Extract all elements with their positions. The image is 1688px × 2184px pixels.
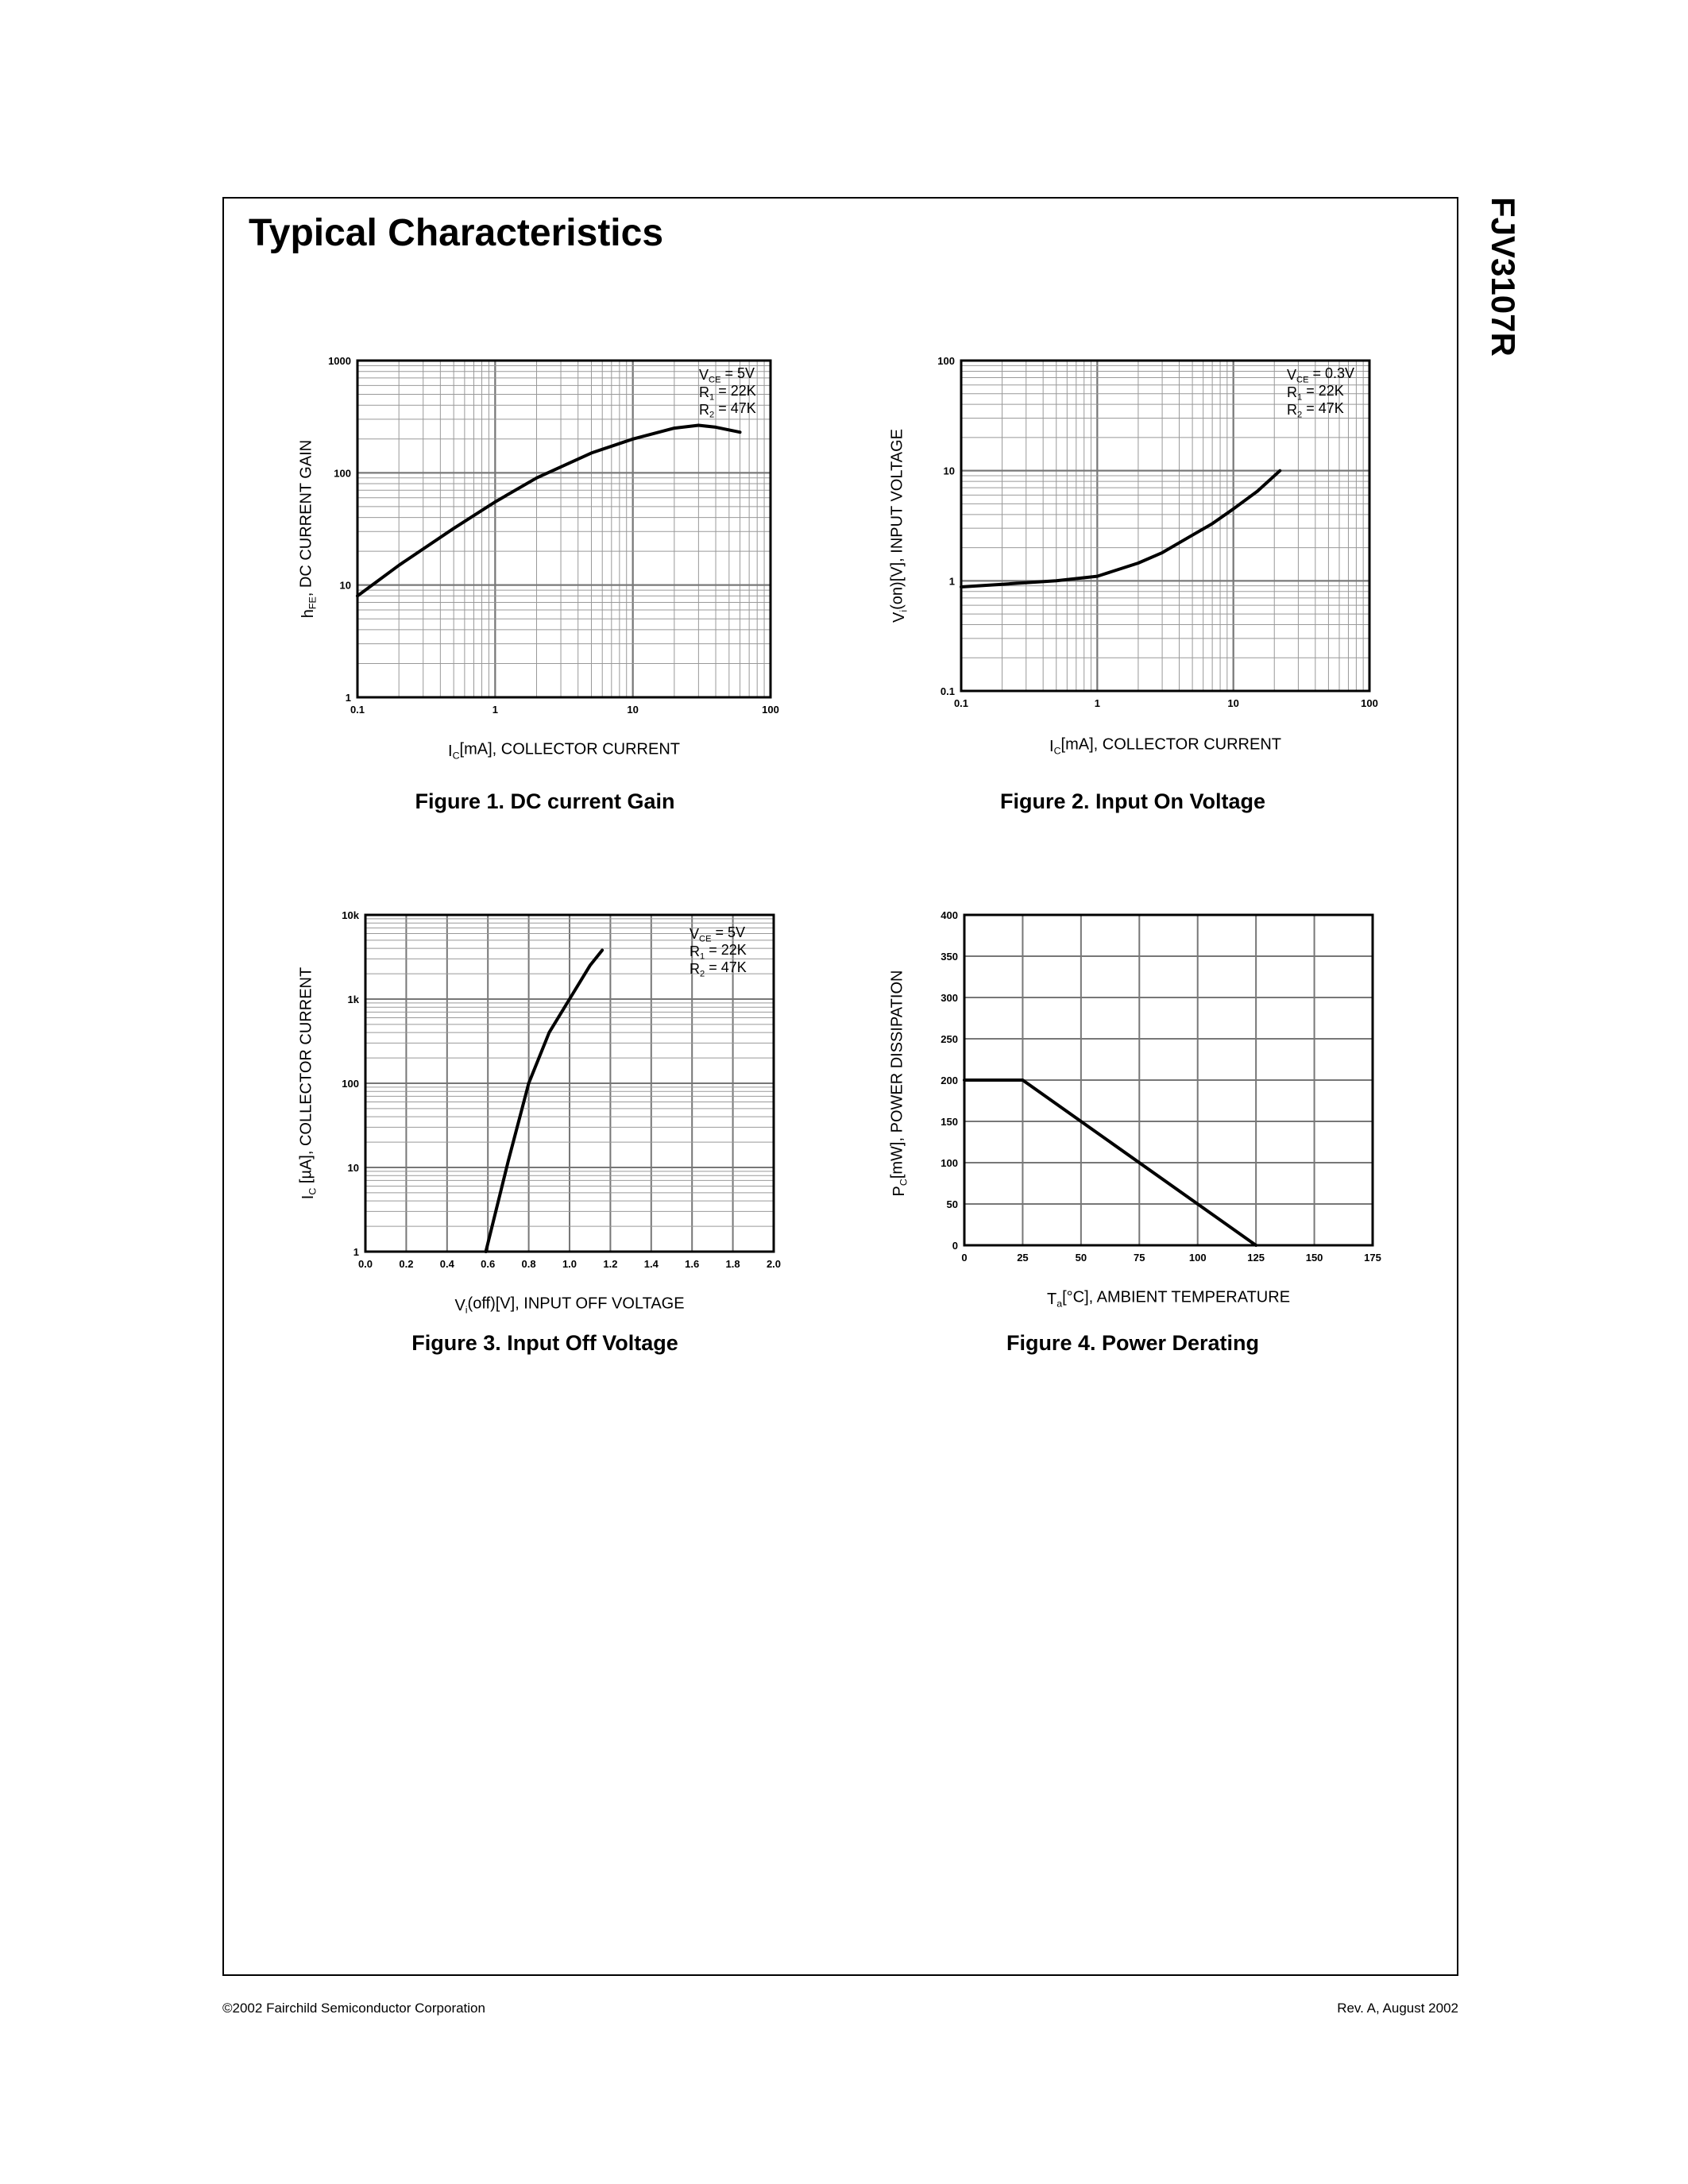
x-tick-label: 0.2 [399, 1258, 413, 1270]
condition-label: R2 = 47K [689, 959, 747, 978]
x-tick-label: 1 [1095, 697, 1100, 709]
page-frame [222, 197, 1458, 1976]
chart-input-on-voltage: 0.1 1 10 100 0.1 1 10 100 IC[mA], COLLECTOR CURR… [889, 355, 1378, 757]
x-tick-label: 1.4 [644, 1258, 659, 1270]
x-tick-label: 25 [1017, 1252, 1028, 1264]
y-tick-label: 100 [941, 1157, 958, 1169]
y-tick-label: 50 [947, 1198, 958, 1210]
data-curve [960, 469, 1282, 588]
y-tick-label: 300 [941, 992, 958, 1004]
y-axis-label: hFE, DC CURRENT GAIN [298, 440, 319, 618]
chart-input-off-voltage: 0.0 0.2 0.4 0.6 0.8 1.0 1.2 1.4 1.6 1.8 2.0 1 10 100 1… [298, 909, 781, 1316]
plot-frame [356, 359, 772, 699]
y-tick-label: 1000 [328, 355, 351, 367]
x-tick-label: 1 [492, 704, 498, 716]
x-tick-label: 75 [1134, 1252, 1145, 1264]
x-tick-label: 1.0 [562, 1258, 577, 1270]
condition-label: R2 = 47K [1287, 400, 1344, 419]
x-axis-label: Ta[°C], AMBIENT TEMPERATURE [1047, 1289, 1290, 1310]
condition-label: R1 = 22K [689, 942, 747, 961]
condition-label: VCE = 5V [689, 924, 745, 943]
plot-frame [960, 359, 1371, 693]
x-tick-label: 0.4 [440, 1258, 455, 1270]
x-tick-label: 50 [1076, 1252, 1087, 1264]
data-curve [484, 948, 605, 1253]
y-tick-label: 350 [941, 951, 958, 963]
figure-3-caption: Figure 3. Input Off Voltage [411, 1331, 678, 1355]
plot-area [357, 361, 771, 697]
y-axis-label: PC[mW], POWER DISSIPATION [889, 970, 910, 1197]
condition-label: R1 = 22K [699, 383, 756, 402]
y-axis-label: Vi(on)[V], INPUT VOLTAGE [889, 429, 910, 623]
page-title: Typical Characteristics [249, 212, 664, 254]
x-tick-label: 0 [961, 1252, 967, 1264]
y-tick-label: 1 [353, 1246, 359, 1258]
y-tick-label: 10 [944, 465, 955, 477]
x-tick-label: 1.6 [685, 1258, 699, 1270]
x-tick-label: 0.8 [522, 1258, 536, 1270]
x-axis-label: Vi(off)[V], INPUT OFF VOLTAGE [454, 1295, 684, 1316]
y-tick-label: 100 [334, 467, 351, 479]
y-tick-label: 0.1 [941, 685, 955, 697]
x-tick-label: 100 [1189, 1252, 1207, 1264]
chart-power-derating: 0 25 50 75 100 125 150 175 0 50 100 150 200 250 300 350… [889, 909, 1381, 1310]
x-tick-label: 1.8 [726, 1258, 740, 1270]
condition-label: R2 = 47K [699, 400, 756, 419]
plot-area [961, 361, 1369, 691]
y-tick-label: 400 [941, 909, 958, 921]
y-tick-label: 150 [941, 1116, 958, 1128]
part-number-side-tab: FJV3107R [1479, 197, 1527, 388]
x-tick-label: 0.1 [350, 704, 365, 716]
y-tick-label: 0 [952, 1240, 958, 1252]
x-tick-label: 100 [762, 704, 779, 716]
x-tick-label: 2.0 [767, 1258, 781, 1270]
x-tick-label: 125 [1247, 1252, 1265, 1264]
x-tick-label: 175 [1364, 1252, 1381, 1264]
footer-copyright: ©2002 Fairchild Semiconductor Corporatio… [222, 2001, 485, 2016]
y-tick-label: 10 [340, 580, 351, 592]
footer-revision: Rev. A, August 2002 [1337, 2001, 1458, 2016]
condition-label: VCE = 5V [699, 365, 755, 384]
figure-1-caption: Figure 1. DC current Gain [415, 789, 675, 813]
x-axis-label: IC[mA], COLLECTOR CURRENT [448, 741, 680, 762]
plot-frame [963, 913, 1374, 1247]
figure-4-caption: Figure 4. Power Derating [1006, 1331, 1260, 1355]
condition-label: R1 = 22K [1287, 383, 1344, 402]
part-number: FJV3107R [1485, 197, 1522, 357]
plot-frame [364, 913, 775, 1253]
y-tick-label: 1 [346, 692, 351, 704]
condition-label: VCE = 0.3V [1287, 365, 1354, 384]
figure-2-caption: Figure 2. Input On Voltage [999, 789, 1265, 813]
x-tick-label: 100 [1361, 697, 1378, 709]
y-tick-label: 250 [941, 1033, 958, 1045]
y-tick-label: 10k [342, 909, 359, 921]
x-tick-label: 10 [627, 704, 638, 716]
x-tick-label: 150 [1306, 1252, 1323, 1264]
y-tick-label: 100 [937, 355, 955, 367]
x-tick-label: 0.0 [358, 1258, 373, 1270]
y-tick-label: 10 [348, 1162, 359, 1174]
x-tick-label: 0.6 [481, 1258, 495, 1270]
x-tick-label: 1.2 [603, 1258, 617, 1270]
grid [960, 360, 1370, 692]
x-tick-label: 0.1 [954, 697, 968, 709]
data-curve [963, 1078, 1258, 1247]
data-curve [356, 423, 742, 598]
y-tick-label: 100 [342, 1078, 359, 1090]
y-tick-label: 1k [348, 994, 360, 1005]
x-axis-label: IC[mA], COLLECTOR CURRENT [1049, 736, 1281, 757]
y-tick-label: 200 [941, 1075, 958, 1086]
y-tick-label: 1 [949, 575, 955, 587]
x-tick-label: 10 [1227, 697, 1238, 709]
y-axis-label: IC [µA], COLLECTOR CURRENT [298, 967, 319, 1199]
